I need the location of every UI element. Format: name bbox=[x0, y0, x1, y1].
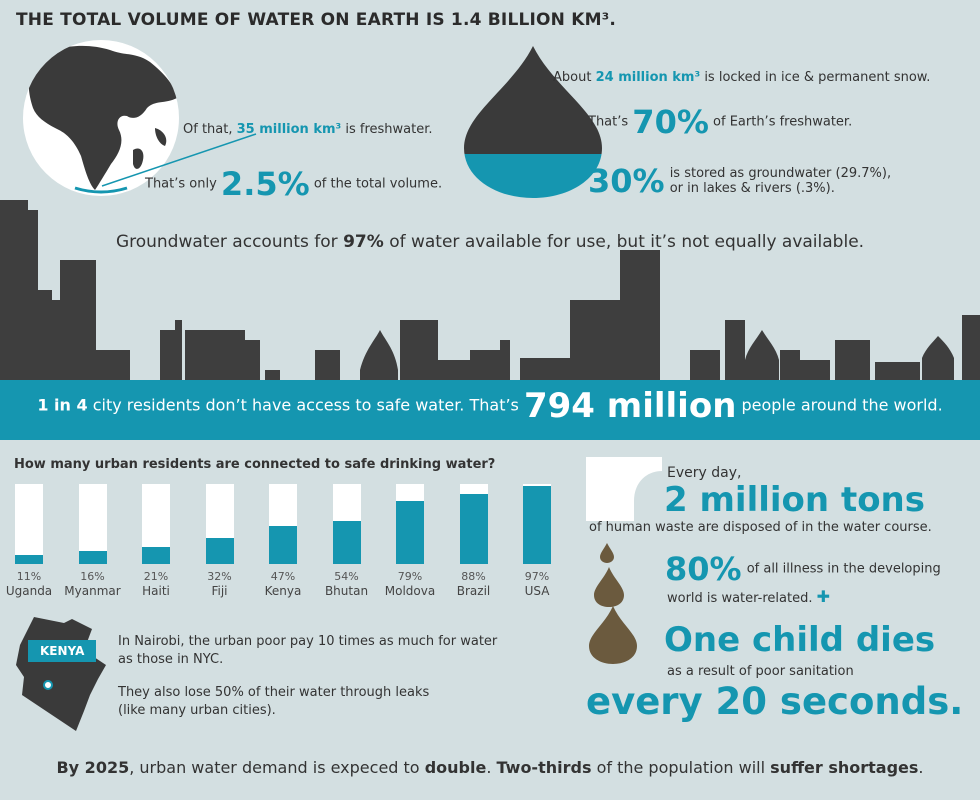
bar-value-label: 32% bbox=[207, 570, 232, 583]
large-drop-icon bbox=[589, 606, 637, 664]
bar-bhutan bbox=[332, 484, 361, 564]
bar-category-label: Myanmar bbox=[64, 584, 121, 598]
footer-text: By 2025, urban water demand is expeced t… bbox=[56, 758, 924, 777]
bar-category-label: USA bbox=[524, 584, 550, 598]
child-end: every 20 seconds. bbox=[586, 680, 964, 723]
bar-category-label: Uganda bbox=[5, 584, 53, 598]
seventy-text: That’s 70% of Earth’s freshwater. bbox=[588, 103, 853, 141]
bar-kenya bbox=[269, 484, 297, 564]
city-skyline bbox=[0, 200, 980, 382]
bar-category-label: Kenya bbox=[264, 584, 302, 598]
plus-icon: ✚ bbox=[816, 587, 831, 606]
medium-drop-icon bbox=[594, 567, 624, 607]
thirty-line1: is stored as groundwater (29.7%), bbox=[669, 166, 892, 181]
waste-text: of human waste are disposed of in the wa… bbox=[589, 520, 932, 535]
bar-myanmar bbox=[78, 484, 107, 564]
band-text: 1 in 4 city residents don’t have access … bbox=[37, 386, 943, 426]
bar-category-label: Haiti bbox=[142, 584, 170, 598]
freshwater-text: Of that, 35 million km³ is freshwater. bbox=[183, 122, 433, 137]
bar-moldova bbox=[396, 484, 424, 564]
bar-category-label: Bhutan bbox=[324, 584, 369, 598]
thirty-line2: or in lakes & rivers (.3%). bbox=[669, 181, 835, 196]
kenya-map-icon bbox=[16, 617, 106, 731]
bar-fill-fiji bbox=[205, 538, 234, 564]
page-title: THE TOTAL VOLUME OF WATER ON EARTH IS 1.… bbox=[16, 10, 617, 30]
bar-fill-myanmar bbox=[78, 551, 107, 564]
groundwater-text: Groundwater accounts for 97% of water av… bbox=[115, 232, 865, 252]
illness-pct: 80% bbox=[665, 550, 742, 588]
bar-fill-haiti bbox=[142, 547, 170, 564]
bar-uganda bbox=[15, 484, 43, 564]
child-big: One child dies bbox=[664, 620, 936, 660]
bar-value-label: 11% bbox=[16, 570, 42, 583]
bar-value-label: 54% bbox=[334, 570, 359, 583]
water-band bbox=[0, 380, 980, 440]
bar-fiji bbox=[205, 484, 234, 564]
illness-text: 80% of all illness in the developing bbox=[665, 550, 941, 588]
bar-value-label: 47% bbox=[270, 570, 296, 583]
bar-value-label: 79% bbox=[397, 570, 423, 583]
illness-line2-wrap: world is water-related. ✚ bbox=[667, 587, 830, 606]
kenya-label: KENYA bbox=[28, 640, 97, 662]
thirty-pct: 30% bbox=[588, 162, 665, 200]
bar-fill-usa bbox=[523, 486, 551, 564]
bar-value-label: 21% bbox=[143, 570, 169, 583]
pointer-line bbox=[101, 133, 257, 187]
bar-usa bbox=[523, 484, 551, 564]
waste-big: 2 million tons bbox=[664, 480, 925, 520]
bar-haiti bbox=[142, 484, 170, 564]
child-mid: as a result of poor sanitation bbox=[667, 664, 854, 679]
only-text: That’s only 2.5% of the total volume. bbox=[145, 165, 443, 203]
bar-fill-moldova bbox=[396, 500, 424, 564]
chart-title: How many urban residents are connected t… bbox=[14, 457, 496, 472]
bar-category-label: Brazil bbox=[456, 584, 491, 598]
small-drop-icon bbox=[600, 543, 614, 563]
bar-value-label: 97% bbox=[524, 570, 550, 583]
bar-value-label: 88% bbox=[461, 570, 486, 583]
ice-text: About 24 million km³ is locked in ice & … bbox=[553, 70, 931, 85]
illness-line1: of all illness in the developing bbox=[746, 561, 941, 577]
bar-brazil bbox=[459, 484, 488, 564]
globe-icon bbox=[23, 40, 179, 196]
bar-fill-bhutan bbox=[332, 520, 361, 564]
kenya-text-2: They also lose 50% of their water throug… bbox=[118, 685, 430, 718]
kenya-text-1: In Nairobi, the urban poor pay 10 times … bbox=[118, 634, 498, 667]
bar-fill-uganda bbox=[15, 555, 43, 564]
bar-fill-brazil bbox=[459, 493, 488, 564]
waste-lead: Every day, bbox=[667, 465, 742, 481]
thirty-text: 30% is stored as groundwater (29.7%), or… bbox=[588, 162, 891, 200]
bar-category-label: Moldova bbox=[384, 584, 436, 598]
bar-value-label: 16% bbox=[80, 570, 105, 583]
waste-pipe-icon bbox=[586, 457, 662, 521]
bar-fill-kenya bbox=[269, 526, 297, 564]
water-drop-icon bbox=[464, 46, 602, 198]
bar-category-label: Fiji bbox=[211, 584, 228, 598]
illness-line2: world is water-related. bbox=[667, 591, 813, 606]
